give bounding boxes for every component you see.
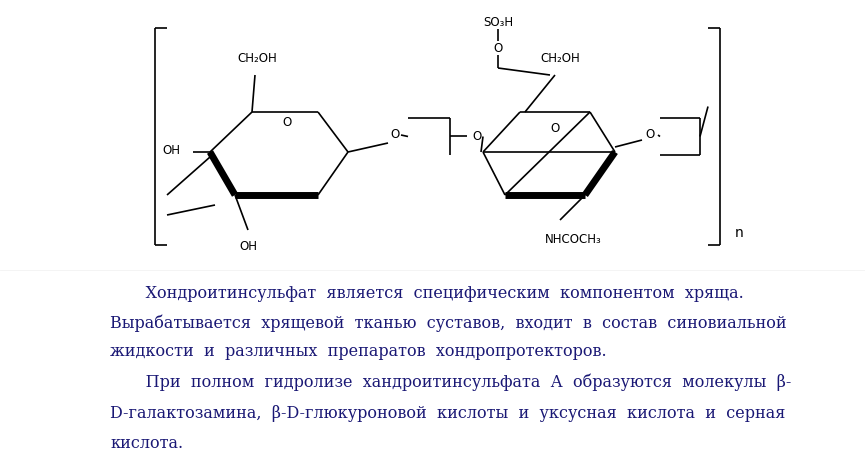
Text: CH₂OH: CH₂OH	[237, 52, 277, 65]
Text: O: O	[645, 129, 655, 142]
Text: При  полном  гидролизе  хандроитинсульфата  А  образуются  молекулы  β-: При полном гидролизе хандроитинсульфата …	[120, 373, 791, 391]
Text: O: O	[472, 130, 482, 143]
Text: n: n	[735, 226, 744, 240]
Text: OH: OH	[239, 240, 257, 253]
Text: O: O	[493, 41, 503, 54]
Text: SO₃H: SO₃H	[483, 15, 513, 29]
Text: OH: OH	[162, 144, 180, 157]
Text: O: O	[390, 129, 400, 142]
Text: D-галактозамина,  β-D-глюкуроновой  кислоты  и  уксусная  кислота  и  серная: D-галактозамина, β-D-глюкуроновой кислот…	[110, 404, 785, 422]
Text: жидкости  и  различных  препаратов  хондропротекторов.: жидкости и различных препаратов хондропр…	[110, 343, 606, 361]
Text: Вырабатывается  хрящевой  тканью  суставов,  входит  в  состав  синовиальной: Вырабатывается хрящевой тканью суставов,…	[110, 314, 786, 332]
Text: O: O	[550, 122, 560, 135]
Text: кислота.: кислота.	[110, 436, 183, 453]
Text: Хондроитинсульфат  является  специфическим  компонентом  хряща.: Хондроитинсульфат является специфическим…	[120, 285, 744, 302]
Text: CH₂OH: CH₂OH	[540, 52, 580, 65]
Text: O: O	[282, 115, 292, 129]
Text: NHCOCH₃: NHCOCH₃	[545, 233, 601, 246]
